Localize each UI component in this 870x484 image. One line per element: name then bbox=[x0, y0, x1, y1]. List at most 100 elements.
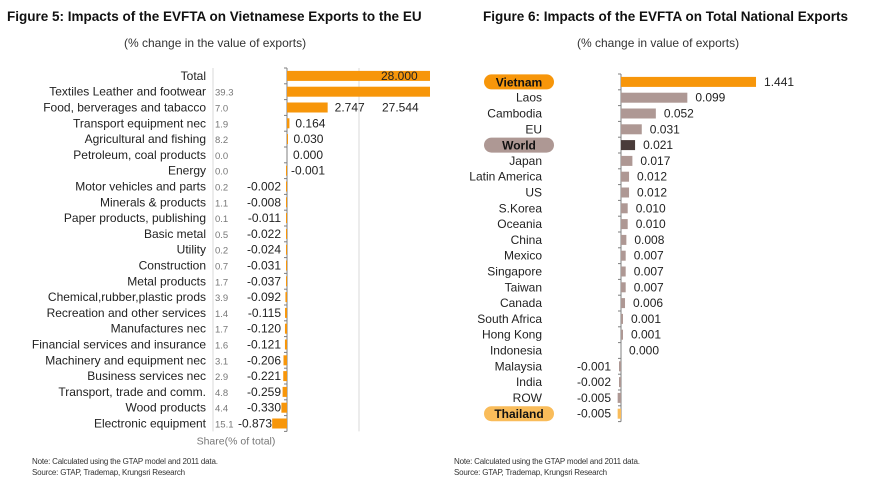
bar bbox=[621, 76, 757, 87]
highlight-pill bbox=[484, 137, 554, 153]
value-label: 0.030 bbox=[293, 132, 323, 146]
figure6-notes: Note: Calculated using the GTAP model an… bbox=[454, 456, 640, 478]
bar bbox=[281, 402, 287, 413]
category-label: South Africa bbox=[477, 312, 542, 326]
share-label: 0.2 bbox=[215, 183, 228, 194]
category-label: Machinery and equipment nec bbox=[45, 353, 206, 367]
value-label: 0.017 bbox=[640, 154, 670, 168]
bar bbox=[282, 386, 287, 397]
value-label: 0.099 bbox=[695, 91, 725, 105]
value-label: -0.092 bbox=[247, 290, 281, 304]
value-label: 0.007 bbox=[634, 280, 664, 294]
category-label: Basic metal bbox=[144, 227, 206, 241]
figure6-subtitle: (% change in value of exports) bbox=[577, 36, 740, 50]
share-label: 1.9 bbox=[215, 119, 228, 130]
category-label: Electronic equipment bbox=[94, 417, 207, 431]
category-label: EU bbox=[525, 122, 542, 136]
value-label: 0.000 bbox=[629, 344, 659, 358]
value-label: -0.120 bbox=[247, 322, 281, 336]
category-label: Laos bbox=[516, 91, 542, 105]
share-label: 0.7 bbox=[215, 262, 228, 273]
bar bbox=[621, 108, 656, 119]
figure5-note: Note: Calculated using the GTAP model an… bbox=[32, 457, 218, 466]
value-label: -0.031 bbox=[247, 259, 281, 273]
value-label: -0.011 bbox=[248, 211, 281, 225]
value-label: -0.001 bbox=[291, 164, 325, 178]
share-label: 1.7 bbox=[215, 277, 228, 288]
value-label: 0.164 bbox=[295, 116, 325, 130]
bar bbox=[284, 323, 287, 334]
bar bbox=[621, 92, 688, 103]
value-label: 0.006 bbox=[633, 296, 663, 310]
value-label: 28.000 bbox=[381, 69, 418, 83]
bar bbox=[621, 329, 623, 340]
value-label: -0.024 bbox=[247, 243, 281, 257]
bar bbox=[286, 260, 287, 271]
bar bbox=[287, 102, 328, 113]
share-label: 15.1 bbox=[215, 420, 234, 431]
bar bbox=[287, 118, 290, 129]
bar bbox=[287, 70, 430, 81]
bar bbox=[284, 339, 287, 350]
share-label: 3.9 bbox=[215, 293, 228, 304]
category-label: Mexico bbox=[504, 249, 542, 263]
category-label: Wood products bbox=[126, 401, 207, 415]
figure5-chart: Total 28.000 Textiles Leather and footwear… bbox=[32, 67, 430, 447]
value-label: 0.052 bbox=[664, 107, 694, 121]
category-label: Total bbox=[181, 69, 206, 83]
category-label: China bbox=[511, 233, 543, 247]
category-label: Financial services and insurance bbox=[32, 338, 206, 352]
value-label: -0.002 bbox=[247, 180, 281, 194]
value-label: -0.037 bbox=[247, 274, 281, 288]
value-label: -0.121 bbox=[247, 338, 281, 352]
category-label: India bbox=[516, 375, 542, 389]
value-label: 0.001 bbox=[631, 312, 661, 326]
category-label: Indonesia bbox=[490, 344, 542, 358]
bar bbox=[286, 276, 287, 287]
category-label: Japan bbox=[509, 154, 542, 168]
category-label: Textiles Leather and footwear bbox=[49, 85, 206, 99]
value-label: 0.001 bbox=[631, 328, 661, 342]
category-label: Recreation and other services bbox=[47, 306, 206, 320]
share-label: 0.1 bbox=[215, 214, 228, 225]
bar bbox=[621, 187, 630, 198]
category-label: Oceania bbox=[497, 217, 542, 231]
value-label: 0.000 bbox=[293, 148, 323, 162]
share-label: 2.9 bbox=[215, 372, 228, 383]
value-label: 0.008 bbox=[634, 233, 664, 247]
value-label: 0.010 bbox=[636, 217, 666, 231]
value-label: -0.001 bbox=[577, 359, 611, 373]
value-label: -0.022 bbox=[247, 227, 281, 241]
category-label: US bbox=[525, 186, 542, 200]
figure5-subtitle: (% change in the value of exports) bbox=[124, 36, 307, 50]
bar bbox=[621, 266, 626, 277]
bar bbox=[621, 282, 626, 293]
share-label: 3.1 bbox=[215, 356, 228, 367]
share-label: 39.3 bbox=[215, 88, 234, 99]
category-label: Malaysia bbox=[495, 359, 543, 373]
bar bbox=[621, 140, 636, 151]
category-label: ROW bbox=[513, 391, 543, 405]
category-label: Metal products bbox=[127, 274, 206, 288]
category-label: Canada bbox=[500, 296, 542, 310]
category-label: S.Korea bbox=[499, 201, 543, 215]
value-label: 0.012 bbox=[637, 170, 667, 184]
bar bbox=[272, 418, 287, 429]
bar bbox=[286, 165, 287, 176]
category-label: Singapore bbox=[487, 265, 542, 279]
bar bbox=[619, 377, 621, 388]
value-label: -0.221 bbox=[247, 369, 281, 383]
bar bbox=[285, 292, 287, 303]
category-label: Agricultural and fishing bbox=[85, 132, 206, 146]
bar bbox=[617, 408, 621, 419]
bar bbox=[621, 155, 633, 166]
value-label: -0.002 bbox=[577, 375, 611, 389]
category-label: Food, berverages and tabacco bbox=[43, 101, 206, 115]
category-label: Utility bbox=[177, 243, 206, 257]
bar bbox=[286, 181, 287, 192]
category-label: Manufactures nec bbox=[111, 322, 206, 336]
share-label: 0.2 bbox=[215, 246, 228, 257]
share-label: 0.5 bbox=[215, 230, 228, 241]
bar bbox=[286, 228, 287, 239]
